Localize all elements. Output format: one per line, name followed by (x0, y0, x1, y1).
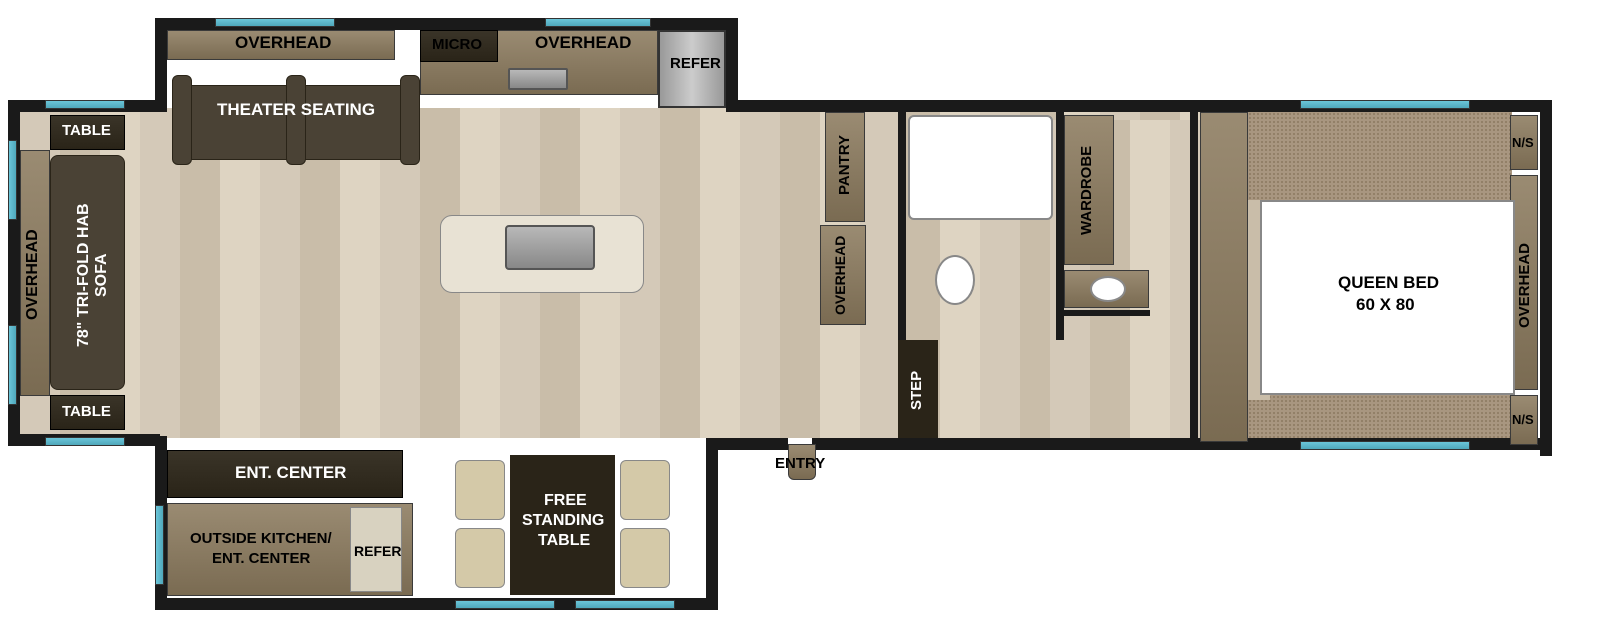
chair-1 (455, 460, 505, 520)
wall-bath-right (1056, 110, 1064, 340)
bath-sink (1090, 276, 1126, 302)
ent-center (167, 450, 403, 498)
overhead-mid-cabinet (820, 225, 866, 325)
wall-right (1540, 100, 1552, 456)
stove (508, 68, 568, 90)
ns-top (1510, 115, 1538, 170)
theater-arm1 (172, 75, 192, 165)
step (898, 340, 938, 438)
theater-arm3 (400, 75, 420, 165)
pantry-cabinet (825, 112, 865, 222)
wardrobe (1064, 115, 1114, 265)
chair-2 (455, 528, 505, 588)
shower (908, 115, 1053, 220)
outside-refer (350, 507, 402, 592)
win-left-2 (8, 325, 17, 405)
rv-floorplan: OVERHEAD MICRO OVERHEAD REFER THEATER SE… (0, 0, 1600, 634)
win-slideout-bot-1 (455, 600, 555, 609)
win-bot-left (45, 437, 125, 446)
wall-bath-mid (1060, 310, 1150, 316)
island-sink (505, 225, 595, 270)
wall-slideout-top1-left (155, 18, 167, 112)
ns-bottom (1510, 395, 1538, 445)
overhead-left-cab (20, 150, 50, 396)
table-top-left (50, 115, 125, 150)
wall-bedroom (1190, 112, 1198, 438)
queen-bed (1260, 200, 1515, 395)
win-bed-top (1300, 100, 1470, 109)
wall-slideout-bot-right (706, 438, 718, 610)
refer-top (658, 30, 726, 108)
win-slideout-top-1 (215, 18, 335, 27)
dining-table (510, 455, 615, 595)
theater-arm2 (286, 75, 306, 165)
sofa (50, 155, 125, 390)
toilet (935, 255, 975, 305)
bed-headboard (1200, 112, 1248, 442)
wall-slideout-top1-right (726, 18, 738, 112)
chair-3 (620, 460, 670, 520)
table-bottom-left (50, 395, 125, 430)
win-slideout-bot-left (155, 505, 164, 585)
overhead-cabinet-top-left (167, 30, 395, 60)
win-slideout-bot-2 (575, 600, 675, 609)
win-bed-bot (1300, 441, 1470, 450)
wall-bath-left (898, 110, 906, 340)
win-left-1 (8, 140, 17, 220)
chair-4 (620, 528, 670, 588)
entry-threshold (788, 444, 816, 480)
micro-area (420, 30, 498, 62)
wall-bot-mid (718, 438, 788, 450)
win-top-left (45, 100, 125, 109)
win-slideout-top-2 (545, 18, 651, 27)
